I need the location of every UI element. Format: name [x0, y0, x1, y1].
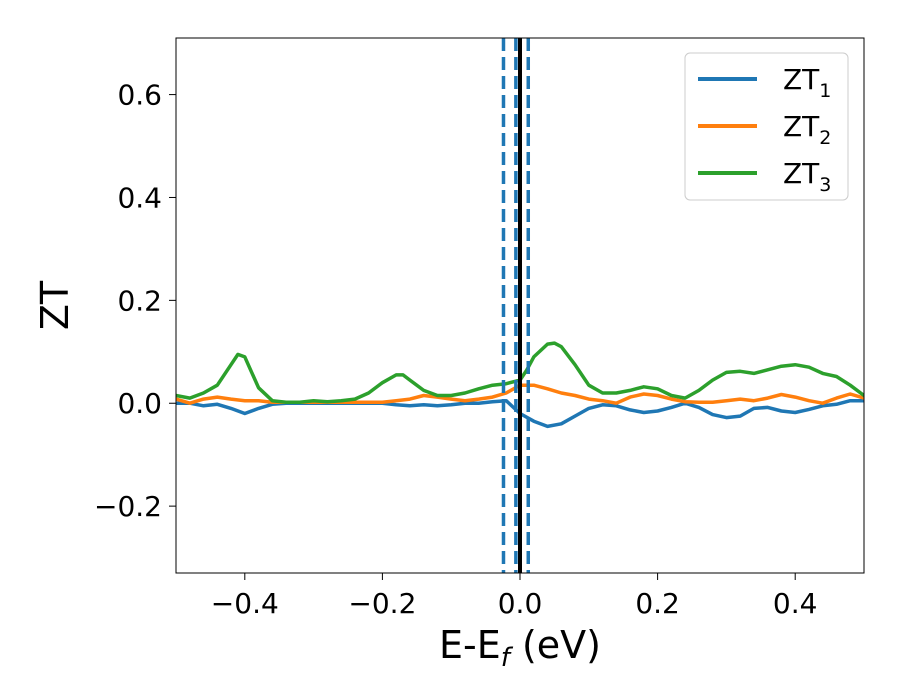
legend-entry-3: ZT3	[783, 157, 831, 196]
x-axis-label: E-Ef (eV)	[439, 623, 601, 673]
legend-box	[684, 52, 849, 201]
axes: −0.4 −0.2 0.0 0.2 0.4 −0.2 0.0 0.2 0.4 0.6	[94, 79, 817, 620]
legend-entry-1: ZT1	[783, 63, 831, 102]
y-tick-label: 0.2	[117, 284, 162, 317]
y-tick-label: 0.4	[117, 181, 162, 214]
series-line-3	[176, 341, 864, 404]
x-tick-label: 0.4	[773, 587, 818, 620]
legend-entry-2: ZT2	[783, 110, 831, 149]
x-axis-label-unit: (eV)	[510, 623, 601, 667]
y-tick-label: −0.2	[94, 490, 162, 523]
x-tick-label: 0.2	[635, 587, 680, 620]
legend: ZT1 ZT2 ZT3	[684, 52, 849, 201]
plot-content	[176, 38, 864, 573]
x-tick-label: 0.0	[498, 587, 543, 620]
y-axis-label: ZT	[33, 280, 77, 330]
x-tick-label: −0.4	[211, 587, 279, 620]
x-axis-label-main: E-E	[439, 623, 501, 667]
y-tick-label: 0.6	[117, 79, 162, 112]
x-tick-label: −0.2	[348, 587, 416, 620]
y-tick-label: 0.0	[117, 387, 162, 420]
